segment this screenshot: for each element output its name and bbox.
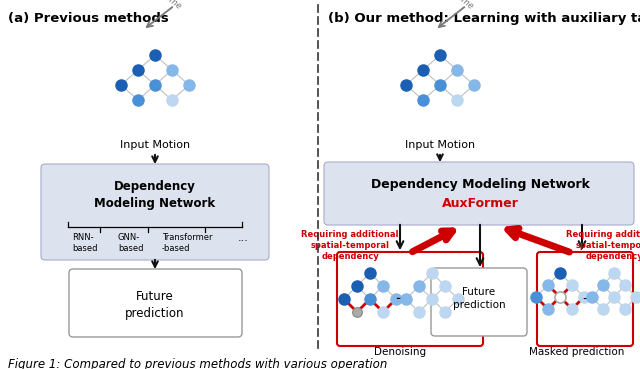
Text: AuxFormer: AuxFormer bbox=[442, 197, 518, 210]
Text: Time: Time bbox=[162, 0, 184, 12]
Text: (a) Previous methods: (a) Previous methods bbox=[8, 12, 169, 25]
Text: →: → bbox=[583, 293, 593, 306]
FancyBboxPatch shape bbox=[69, 269, 242, 337]
Text: Figure 1: Compared to previous methods with various operation: Figure 1: Compared to previous methods w… bbox=[8, 358, 387, 369]
Text: Input Motion: Input Motion bbox=[405, 140, 475, 150]
Text: Requiring additional
spatial-temporal
dependency: Requiring additional spatial-temporal de… bbox=[566, 230, 640, 261]
Text: GNN-
based: GNN- based bbox=[118, 233, 143, 253]
Text: →: → bbox=[396, 292, 408, 307]
Text: Dependency
Modeling Network: Dependency Modeling Network bbox=[95, 180, 216, 210]
Text: (b) Our method: Learning with auxiliary tasks: (b) Our method: Learning with auxiliary … bbox=[328, 12, 640, 25]
Text: Time: Time bbox=[454, 0, 476, 12]
Text: Future
prediction: Future prediction bbox=[452, 287, 506, 310]
FancyBboxPatch shape bbox=[537, 252, 633, 346]
Text: Denoising: Denoising bbox=[374, 347, 426, 357]
Text: Transformer
-based: Transformer -based bbox=[162, 233, 212, 253]
FancyBboxPatch shape bbox=[41, 164, 269, 260]
Text: Masked prediction: Masked prediction bbox=[529, 347, 625, 357]
Text: Future
prediction: Future prediction bbox=[125, 290, 185, 320]
Text: Input Motion: Input Motion bbox=[120, 140, 190, 150]
Text: ...: ... bbox=[238, 233, 249, 243]
FancyBboxPatch shape bbox=[431, 268, 527, 336]
Text: RNN-
based: RNN- based bbox=[72, 233, 97, 253]
Text: Requiring additional
spatial-temporal
dependency: Requiring additional spatial-temporal de… bbox=[301, 230, 399, 261]
FancyBboxPatch shape bbox=[337, 252, 483, 346]
FancyBboxPatch shape bbox=[324, 162, 634, 225]
Text: Dependency Modeling Network: Dependency Modeling Network bbox=[371, 178, 589, 191]
